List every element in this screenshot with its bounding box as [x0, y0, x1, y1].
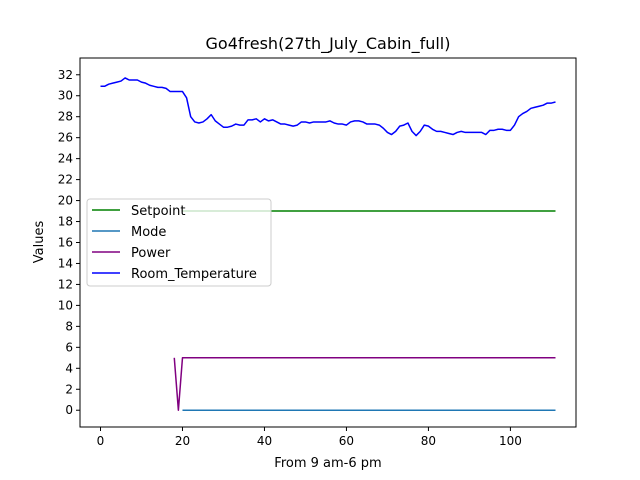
- y-tick-label: 30: [58, 89, 73, 103]
- y-tick-label: 18: [58, 215, 73, 229]
- y-tick-label: 28: [58, 110, 73, 124]
- legend-label-room-temperature: Room_Temperature: [131, 267, 257, 282]
- y-tick-label: 26: [58, 131, 73, 145]
- series-line-power: [173, 357, 556, 411]
- x-tick-label: 80: [421, 434, 436, 448]
- y-tick-label: 22: [58, 173, 73, 187]
- y-tick-label: 4: [65, 361, 73, 375]
- series-line-room-temperature: [100, 77, 556, 137]
- x-tick-label: 60: [339, 434, 354, 448]
- x-tick-label: 0: [97, 434, 105, 448]
- chart-title: Go4fresh(27th_July_Cabin_full): [206, 34, 451, 54]
- legend: Setpoint Mode Power Room_Temperature: [86, 198, 272, 287]
- y-tick-label: 14: [58, 256, 73, 270]
- y-tick-label: 32: [58, 68, 73, 82]
- y-tick-label: 12: [58, 277, 73, 291]
- y-axis-title: Values: [32, 221, 47, 264]
- x-tick-label: 20: [175, 434, 190, 448]
- y-tick-label: 24: [58, 152, 73, 166]
- x-axis-title: From 9 am-6 pm: [274, 456, 381, 471]
- legend-label-power: Power: [131, 246, 171, 261]
- y-tick-label: 10: [58, 298, 73, 312]
- y-tick-label: 2: [65, 382, 73, 396]
- x-tick-label: 100: [499, 434, 522, 448]
- y-tick-label: 0: [65, 403, 73, 417]
- y-tick-label: 16: [58, 236, 73, 250]
- legend-frame: [86, 198, 272, 287]
- y-tick-label: 8: [65, 319, 73, 333]
- y-tick-label: 6: [65, 340, 73, 354]
- legend-label-setpoint: Setpoint: [131, 204, 186, 219]
- legend-label-mode: Mode: [131, 225, 166, 240]
- x-axis: 0 20 40 60 80 100: [97, 427, 522, 448]
- y-tick-label: 20: [58, 194, 73, 208]
- x-tick-label: 40: [257, 434, 272, 448]
